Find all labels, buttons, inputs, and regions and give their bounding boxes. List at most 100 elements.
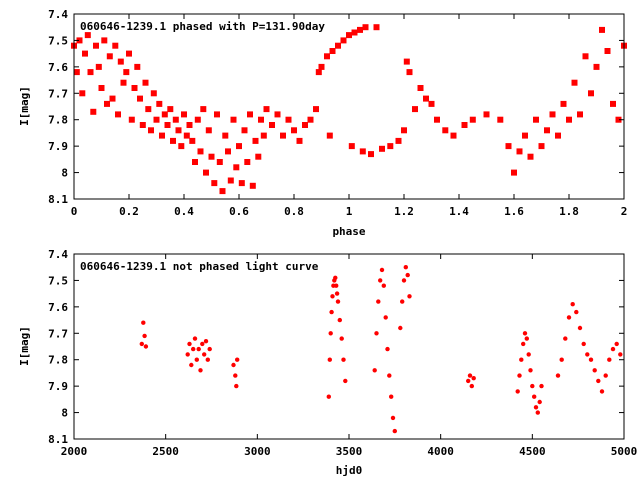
phased-data-point [252,137,259,144]
light-curve-data-point [343,378,348,384]
phased-data-point [164,122,171,128]
light-curve-data-point [203,339,209,344]
phased-data-point [260,132,267,139]
phased-data-point [497,116,504,123]
light-curve-data-point [614,341,619,347]
light-curve-data-point [555,373,561,378]
light-curve-x-axis-label: hjd0 [336,464,363,477]
phased-data-point [123,69,130,76]
phased-data-points [71,24,627,195]
light-curve-data-point [618,352,623,357]
light-curve-data-point [337,317,342,323]
phased-data-point [203,169,209,176]
light-curve-data-point [139,341,144,347]
light-curve-data-point [234,383,239,389]
light-curve-x-tick-label: 2000 [61,445,88,458]
phased-data-point [571,79,578,86]
phased-data-point [516,148,523,155]
phased-data-point [137,95,143,102]
phased-data-point [258,116,264,123]
phased-data-point [544,127,550,134]
light-curve-data-point [326,394,331,399]
phased-data-point [200,106,207,113]
phased-data-point [101,37,108,44]
light-curve-data-point [334,291,340,296]
light-curve-data-point [207,346,212,352]
light-curve-x-tick-label: 4500 [519,445,546,458]
phased-data-point [461,122,468,128]
phased-data-point [329,48,336,54]
phased-data-point [274,111,281,118]
phased-data-point [522,132,528,139]
light-curve-data-point [524,336,529,341]
light-curve-y-axis-label: I[mag] [18,326,31,366]
light-curve-data-point [517,373,522,378]
phased-data-point [269,122,275,128]
phased-data-point [577,111,583,118]
phased-data-point [156,100,163,107]
light-curve-data-point [398,325,403,331]
phased-data-point [505,143,512,150]
phased-data-point [291,127,297,134]
phased-data-point [244,159,251,165]
light-curve-data-point [401,278,407,283]
phased-data-point [549,111,556,118]
phased-data-point [87,69,94,76]
phased-data-point [302,122,308,128]
phased-data-point [538,143,545,150]
light-curve-x-tick-label: 5000 [611,445,638,458]
phased-data-point [615,116,622,123]
phased-data-point [285,116,292,123]
phased-data-point [167,106,174,113]
phased-data-point [315,69,322,76]
light-curve-data-point [191,346,196,352]
phased-x-tick-label: 1.2 [394,205,414,218]
light-curve-data-point [392,428,397,434]
light-curve-data-point [522,331,528,336]
phased-data-point [222,132,229,139]
phased-y-tick-label: 7.8 [48,114,68,127]
light-curve-y-ticks: 7.4 7.5 7.6 7.7 7.8 7.9 8 8.1 [48,248,624,446]
light-curve-data-point [185,352,190,357]
phased-data-point [263,106,270,113]
phased-x-tick-label: 1 [346,205,353,218]
phased-data-point [348,143,355,150]
phased-x-tick-label: 1.8 [559,205,579,218]
phased-data-point [483,111,490,118]
phased-data-point [197,148,204,155]
phased-x-axis-label: phase [332,225,365,238]
phased-data-point [120,79,127,86]
light-curve-data-point [376,299,381,304]
phased-data-point [313,106,319,113]
phased-y-tick-label: 7.6 [48,61,68,74]
phased-data-point [469,116,476,123]
light-curve-data-point [329,309,334,315]
phased-data-point [142,79,149,86]
phased-x-tick-label: 1.6 [504,205,524,218]
light-curve-data-point [379,267,385,273]
phased-data-point [93,42,99,49]
light-curve-data-point [235,357,240,362]
phased-data-point [189,137,196,144]
phased-data-point [134,63,141,70]
phased-data-point [403,58,410,65]
phased-data-point [95,63,102,70]
light-curve-data-point [610,346,616,352]
phased-x-tick-label: 1.4 [449,205,469,218]
phased-data-point [183,132,190,139]
light-curve-data-point [603,373,608,378]
phased-data-point [150,90,157,97]
phased-data-point [181,111,187,118]
light-curve-x-tick-label: 2500 [152,445,179,458]
light-curve-data-point [530,383,535,389]
light-curve-data-point [389,394,394,399]
light-curve-plot-title: 060646-1239.1 not phased light curve [80,260,319,273]
phased-x-tick-label: 2 [621,205,628,218]
phased-data-point [194,116,201,123]
phased-data-point [148,127,154,134]
light-curve-data-point [381,283,386,288]
phased-data-point [318,63,325,70]
phased-data-point [593,63,600,70]
light-curve-data-point [592,368,597,373]
